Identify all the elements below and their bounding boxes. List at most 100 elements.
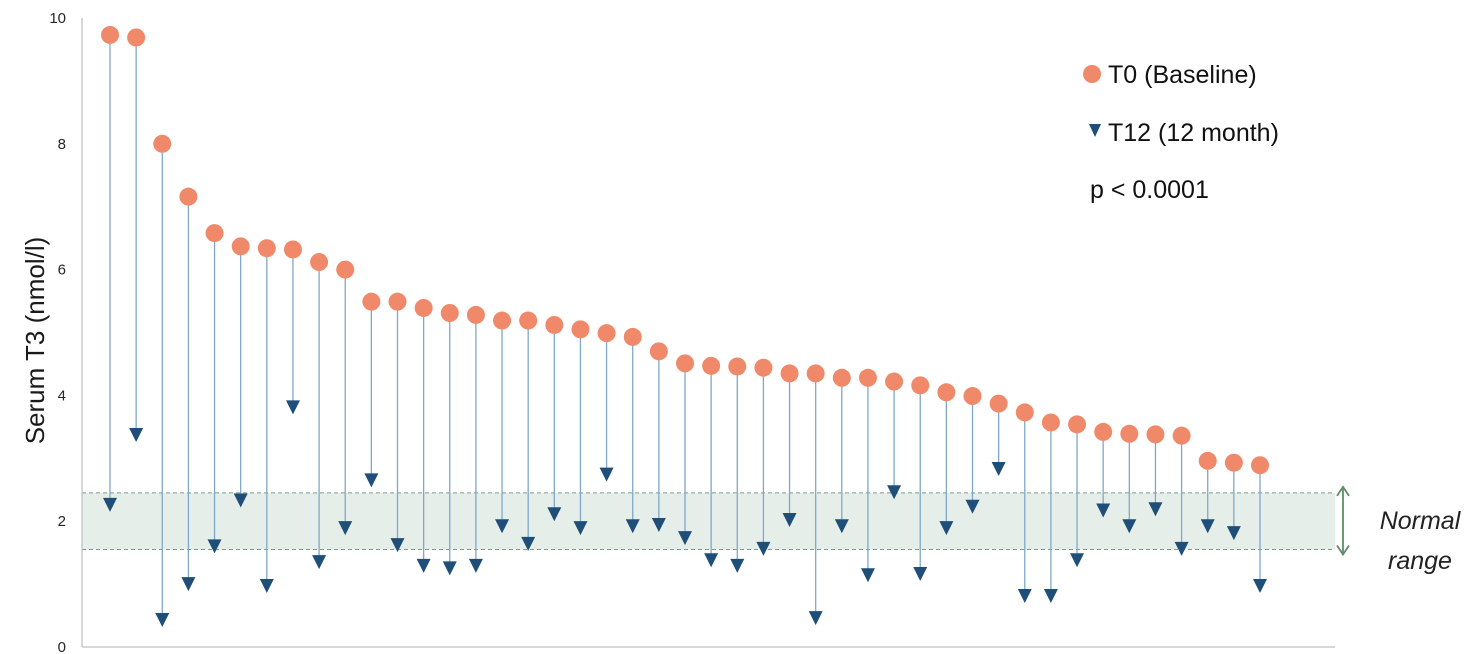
t0-point <box>623 327 642 346</box>
t0-point <box>963 387 982 406</box>
axes <box>81 18 1335 648</box>
t12-point <box>599 467 614 482</box>
t12-point <box>991 461 1006 476</box>
t0-point <box>440 304 459 323</box>
t0-point <box>989 394 1008 413</box>
t0-point <box>649 342 668 361</box>
t12-point <box>808 611 823 626</box>
t12-point <box>416 558 431 573</box>
legend-t0-marker <box>1083 65 1101 83</box>
t0-markers <box>101 25 1269 475</box>
t0-point <box>571 320 590 339</box>
t0-point <box>466 305 485 324</box>
legend-t0-label: T0 (Baseline) <box>1108 61 1257 89</box>
normal-range-arrow-head-top <box>1336 485 1350 497</box>
y-tick-label: 2 <box>58 513 66 530</box>
normal-range-label-range: range <box>1388 547 1452 575</box>
t12-point <box>834 519 849 534</box>
t0-point <box>101 25 119 44</box>
t12-point <box>1017 589 1032 604</box>
t0-point <box>545 315 564 334</box>
p-value-annotation: p < 0.0001 <box>1090 176 1209 204</box>
y-tick-label: 8 <box>58 136 66 153</box>
t12-point <box>730 558 745 573</box>
t12-markers <box>103 400 1267 627</box>
t12-point <box>1043 589 1058 604</box>
t12-point <box>547 507 562 522</box>
t12-point <box>207 539 222 554</box>
t12-point <box>1200 519 1215 534</box>
legend-t12-marker <box>1089 124 1101 137</box>
t0-point <box>1041 413 1060 432</box>
t12-point <box>651 517 666 532</box>
normal-range-band <box>82 492 1335 550</box>
t12-point <box>704 553 719 568</box>
normal-range-label-normal: Normal <box>1380 507 1462 535</box>
t12-point <box>939 521 954 536</box>
t0-point <box>1015 403 1034 422</box>
change-connectors <box>109 34 1261 614</box>
t0-point <box>388 292 407 311</box>
y-axis-label: Serum T3 (nmol/l) <box>20 237 50 445</box>
t0-point <box>1120 424 1139 443</box>
t12-point <box>756 541 771 556</box>
t12-point <box>860 568 875 583</box>
t0-point <box>362 292 381 311</box>
t0-point <box>1198 451 1217 470</box>
normal-range-arrow-head-bottom <box>1336 545 1350 557</box>
t0-point <box>205 224 224 243</box>
t0-point <box>519 311 538 330</box>
t12-point <box>259 578 274 593</box>
t0-point <box>597 324 616 343</box>
t12-point <box>129 428 144 443</box>
t12-point <box>468 558 483 573</box>
t0-point <box>885 372 904 391</box>
t0-point <box>676 354 694 373</box>
t12-point <box>887 485 902 500</box>
y-tick-labels: 0 2 4 6 8 10 <box>49 10 66 654</box>
t0-point <box>336 260 355 279</box>
t12-point <box>1226 526 1241 541</box>
t12-point <box>285 400 300 415</box>
t12-point <box>103 497 117 512</box>
t0-point <box>1094 422 1113 441</box>
t0-point <box>179 187 198 206</box>
t0-point <box>1224 453 1243 472</box>
t12-point <box>181 577 196 592</box>
t12-point <box>233 493 248 508</box>
t12-point <box>442 561 457 576</box>
t12-point <box>155 612 170 627</box>
t0-point <box>780 364 799 383</box>
t0-point <box>1146 425 1165 444</box>
t12-point <box>965 499 980 514</box>
t12-point <box>1070 553 1085 568</box>
t12-point <box>390 538 405 553</box>
t0-point <box>702 356 721 375</box>
y-tick-label: 10 <box>49 10 66 27</box>
t0-point <box>257 239 276 258</box>
t12-point <box>312 555 327 570</box>
t12-point <box>1253 578 1267 593</box>
t12-point <box>364 473 379 488</box>
t12-point <box>913 567 928 582</box>
t0-point <box>310 253 329 272</box>
t0-point <box>153 134 172 153</box>
t0-point <box>493 311 512 330</box>
t0-point <box>127 28 146 47</box>
t0-point <box>911 376 930 395</box>
t12-point <box>1122 519 1137 534</box>
normal-range-band-layer <box>82 492 1335 551</box>
t0-point <box>858 368 877 387</box>
t0-point <box>1172 426 1191 445</box>
t0-point <box>283 240 302 259</box>
normal-range-indicator: Normal range <box>1336 485 1462 575</box>
y-tick-label: 0 <box>58 639 66 654</box>
t12-point <box>1148 502 1163 517</box>
y-tick-label: 6 <box>58 262 66 279</box>
t12-point <box>338 521 353 536</box>
t12-point <box>521 536 536 551</box>
t0-point <box>231 237 250 256</box>
legend-t12-label: T12 (12 month) <box>1108 119 1279 147</box>
t0-point <box>832 368 851 387</box>
